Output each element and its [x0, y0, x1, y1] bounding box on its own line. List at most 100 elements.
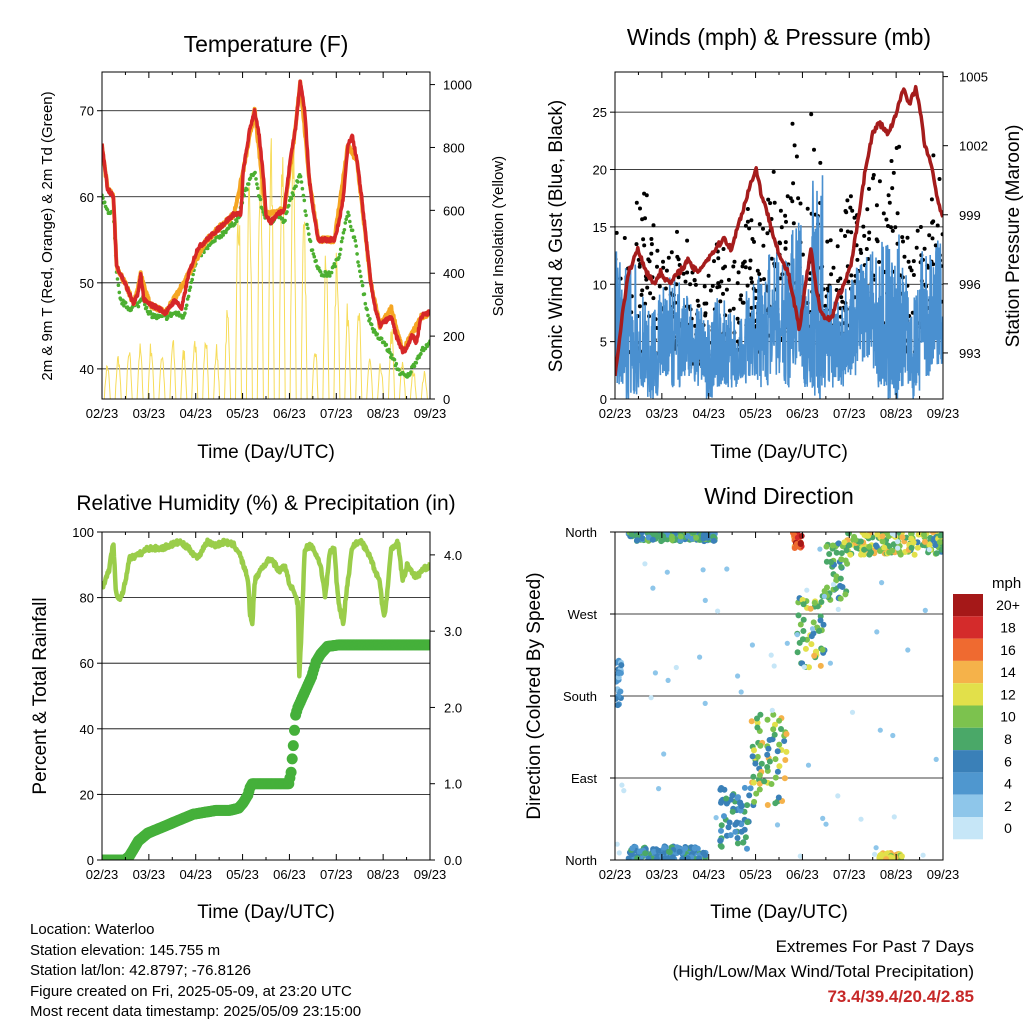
gust-point [736, 270, 741, 275]
rainfall-point [289, 724, 300, 736]
dewpoint-point [123, 301, 128, 305]
humidity-ylabel-left: Percent & Total Rainfall [30, 597, 51, 794]
dewpoint-point [191, 272, 195, 277]
legend-label: 16 [1000, 642, 1016, 658]
direction-point [758, 760, 765, 767]
x-tick-label: 02/23 [599, 867, 632, 882]
temperature-ticks: 40 50 60 70 0 200 400 600 800 1000 02/23 03/23 04/23… [80, 72, 472, 421]
humidity-xlabel: Time (Day/UTC) [197, 902, 335, 923]
legend-label: 4 [1004, 776, 1012, 792]
gust-point [840, 299, 845, 304]
direction-point [837, 595, 844, 602]
direction-point [726, 819, 733, 826]
solar-day-trace [191, 340, 199, 399]
direction-point [914, 544, 921, 551]
direction-point [642, 561, 648, 567]
dewpoint-point [359, 274, 363, 279]
direction-point [741, 784, 748, 791]
dewpoint-point [235, 219, 239, 223]
direction-point [937, 532, 943, 539]
direction-point [764, 716, 771, 723]
direction-point [841, 539, 848, 546]
dewpoint-point [363, 301, 368, 306]
y-tick-label: 70 [80, 104, 94, 119]
dewpoint-point [366, 313, 370, 318]
dewpoint-point [318, 270, 323, 274]
y2-tick-label: 993 [959, 346, 981, 361]
gust-point [889, 159, 894, 163]
direction-point [746, 792, 753, 799]
gust-point [723, 264, 727, 269]
humidity-ticks: 0 20 40 60 80 100 0.0 1.0 2.0 3.0 4.0 02/23 03/23 04/… [72, 525, 462, 882]
x-tick-label: 02/23 [599, 406, 632, 421]
gust-point [644, 193, 649, 198]
x-tick-label: 08/23 [880, 406, 913, 421]
gust-point [783, 246, 788, 251]
direction-point [933, 550, 940, 557]
gust-point [877, 260, 882, 264]
gust-point [740, 264, 745, 269]
direction-point [858, 816, 864, 822]
gust-point [890, 186, 895, 191]
dewpoint-point [347, 213, 351, 218]
direction-point [838, 564, 845, 570]
legend-label: 6 [1004, 753, 1012, 769]
direction-point [721, 813, 727, 820]
direction-point [936, 539, 943, 546]
dewpoint-point [221, 233, 225, 237]
y2-tick-label: 600 [443, 203, 465, 218]
dewpoint-point [409, 370, 413, 374]
direction-title: Wind Direction [704, 483, 854, 509]
direction-point [833, 549, 840, 556]
gust-point [683, 279, 688, 284]
direction-point [808, 641, 815, 648]
direction-point [771, 663, 777, 669]
direction-point [883, 856, 890, 860]
direction-point [833, 577, 840, 584]
y2-tick-label: 0.0 [444, 853, 462, 868]
direction-point [926, 541, 933, 548]
gust-point [718, 299, 723, 304]
dewpoint-point [311, 252, 316, 256]
dewpoint-point [342, 228, 347, 232]
direction-point [618, 662, 625, 669]
direction-point [879, 533, 886, 540]
recent-timestamp: Most recent data timestamp: 2025/05/09 2… [30, 1003, 362, 1020]
y-tick-label: 25 [593, 105, 607, 120]
gust-point [716, 281, 721, 286]
gust-point [661, 259, 665, 264]
direction-point [783, 748, 790, 755]
gust-point [634, 242, 639, 247]
direction-point [700, 567, 706, 573]
legend-label: 14 [1000, 664, 1016, 680]
gust-point [703, 313, 708, 318]
gust-point [783, 213, 788, 218]
x-tick-label: 02/23 [86, 867, 119, 882]
y2-tick-label: 1005 [959, 70, 988, 85]
direction-point [873, 845, 879, 851]
pressure-series [615, 84, 943, 377]
direction-point [749, 753, 756, 760]
y-tick-label: 20 [80, 787, 94, 802]
dewpoint-point [183, 311, 187, 316]
gust-point [779, 225, 784, 230]
x-tick-label: 09/23 [927, 406, 960, 421]
direction-point [768, 781, 775, 787]
direction-point [782, 757, 789, 763]
gust-point [849, 273, 854, 278]
gust-point [929, 197, 934, 202]
gust-point [749, 305, 754, 310]
dewpoint-point [176, 310, 181, 315]
direction-point [737, 799, 744, 806]
direction-point [664, 569, 670, 575]
direction-point [734, 840, 741, 847]
dewpoint-point [190, 277, 194, 282]
gust-point [805, 206, 810, 211]
solar-day-trace [355, 313, 363, 399]
gust-point [676, 275, 681, 280]
direction-point [845, 532, 852, 537]
gust-point [845, 198, 850, 203]
direction-point [653, 855, 660, 860]
dewpoint-point [394, 361, 399, 366]
gust-point [661, 265, 666, 270]
